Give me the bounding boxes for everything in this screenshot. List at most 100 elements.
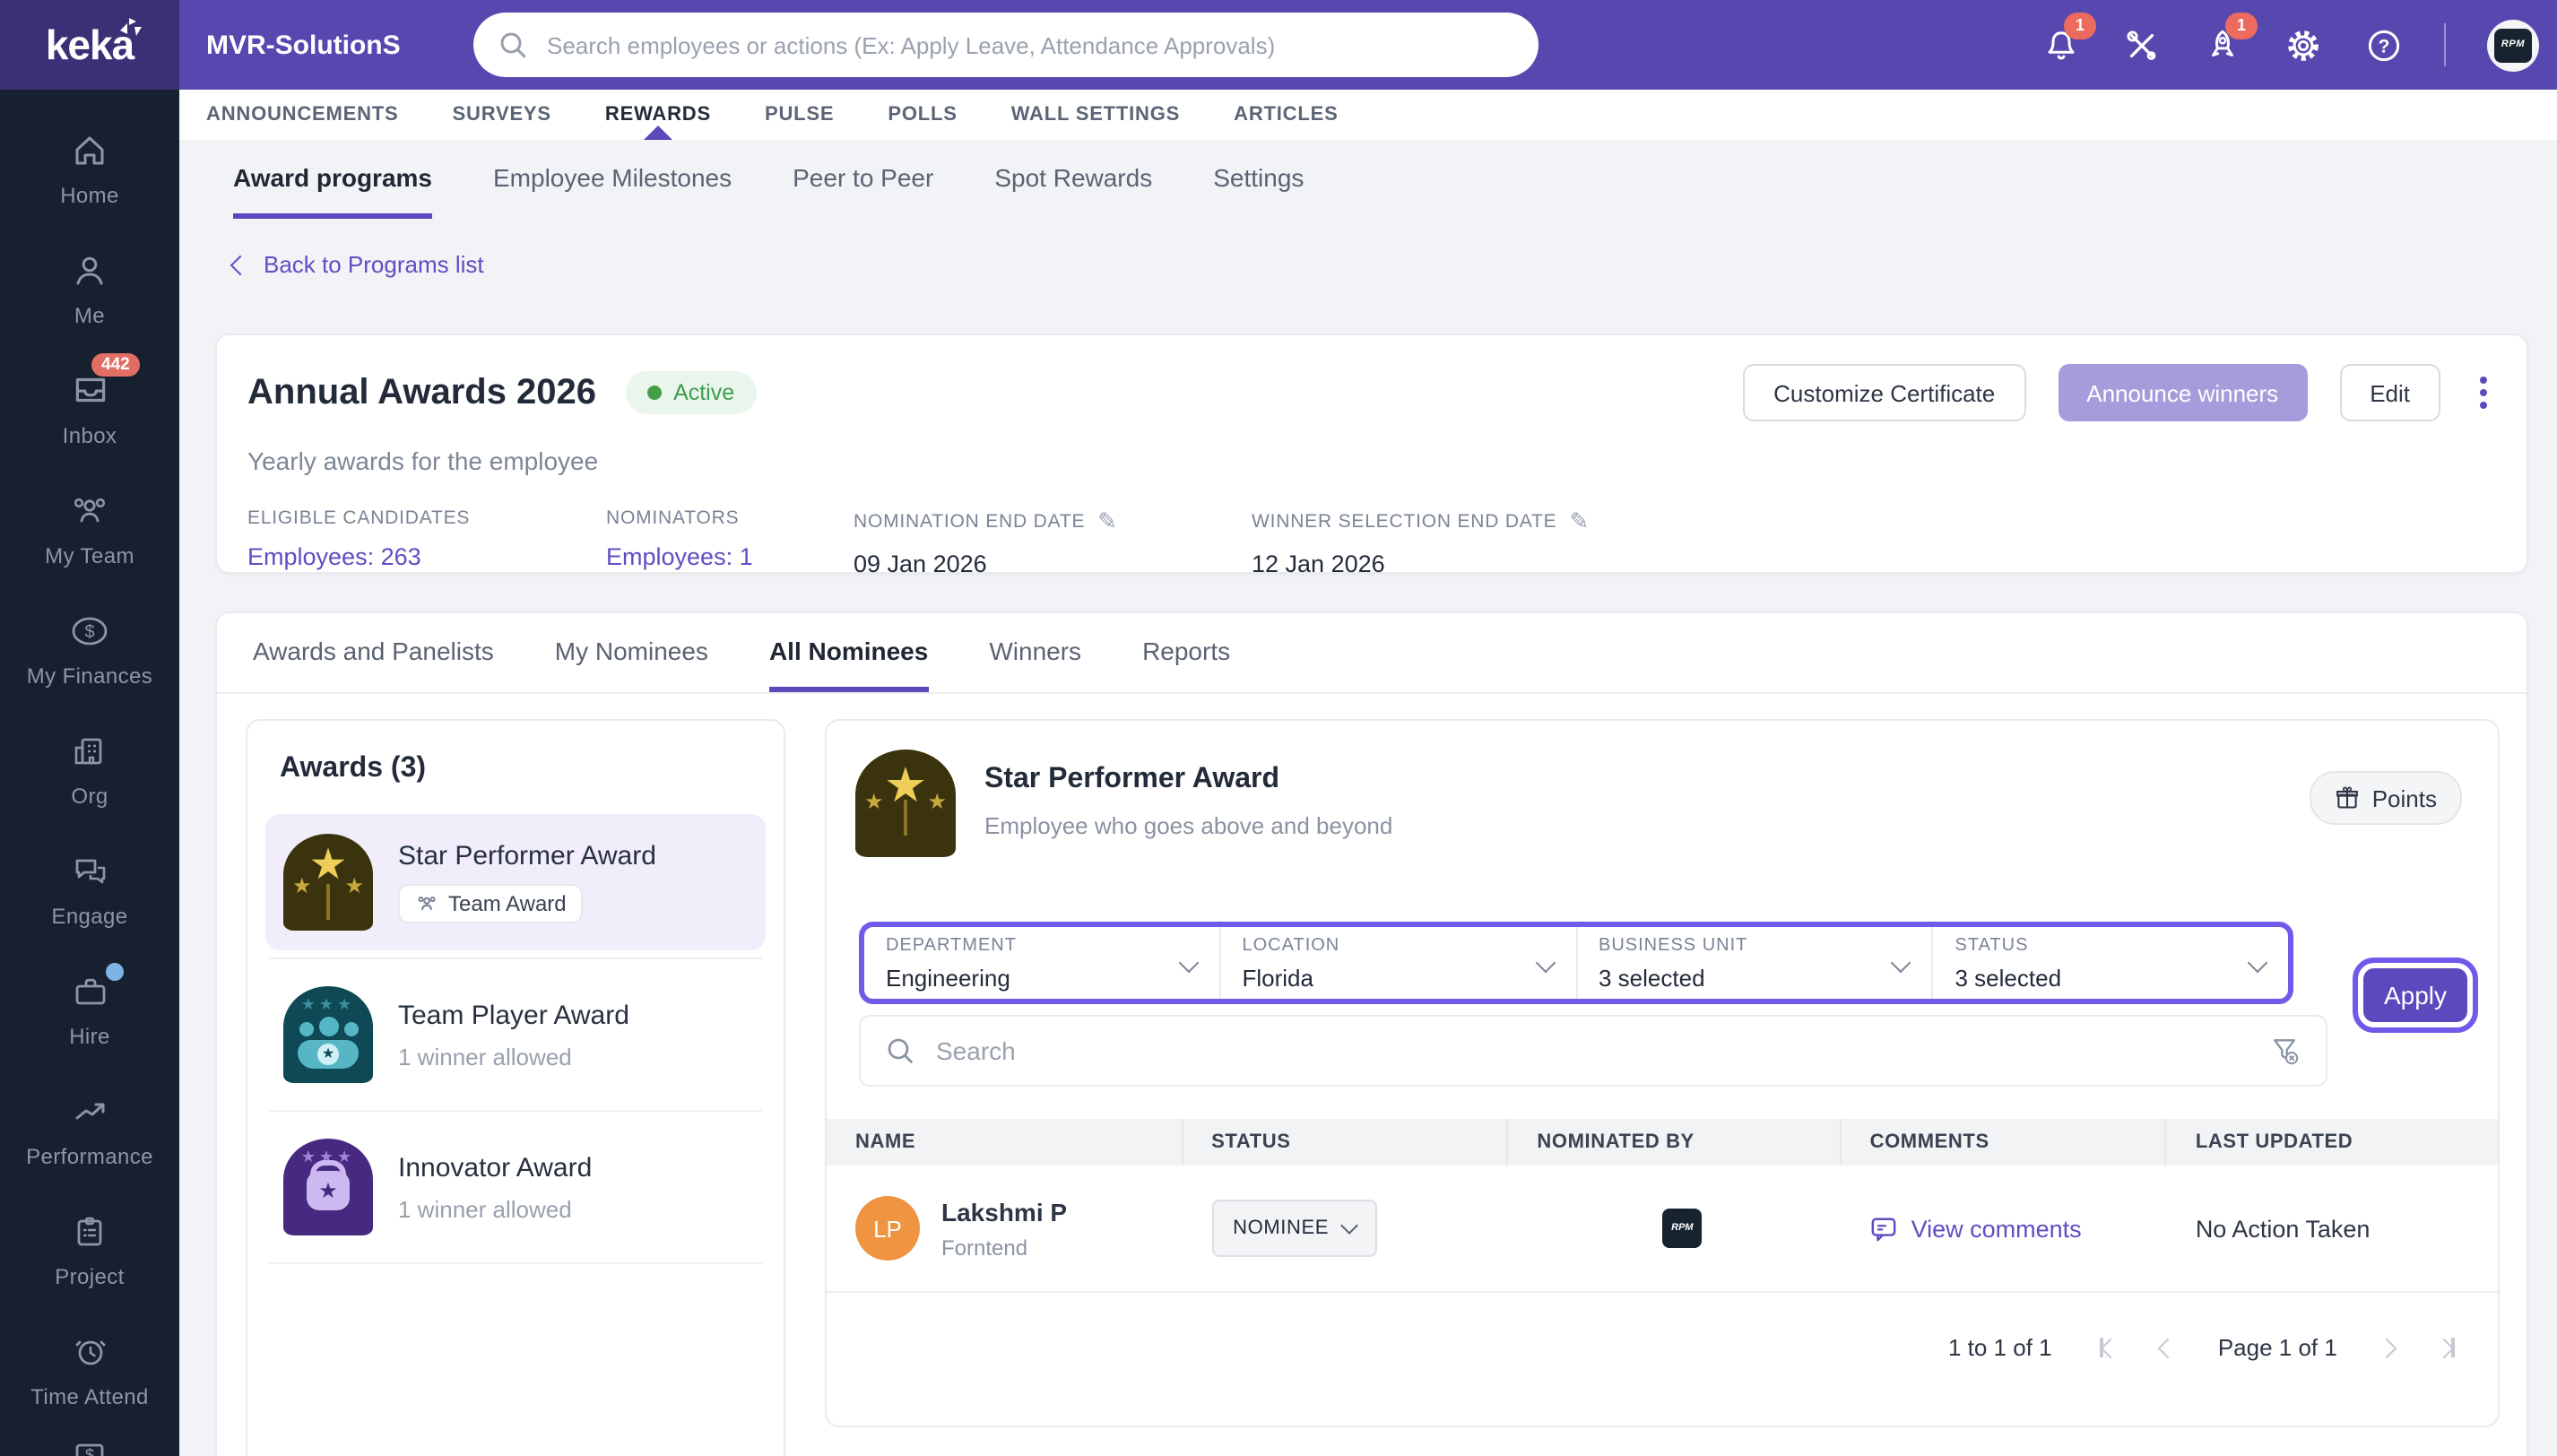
view-comments-link[interactable]: View comments [1870, 1215, 2082, 1242]
team-player-badge-icon: ★★★ ★ [283, 986, 373, 1083]
nav-announcements[interactable]: ANNOUNCEMENTS [206, 104, 399, 126]
tab-peer-to-peer[interactable]: Peer to Peer [793, 162, 934, 191]
eligible-candidates-label: ELIGIBLE CANDIDATES [247, 507, 471, 529]
help-icon: ? [2367, 29, 2399, 61]
global-search[interactable] [473, 13, 1539, 77]
last-page-button[interactable] [2434, 1337, 2456, 1358]
topbar-separator [2444, 23, 2446, 66]
award-list-item-innovator[interactable]: ★★★ ★ Innovator Award 1 winner allowed [265, 1119, 766, 1255]
gear-icon [2287, 30, 2318, 60]
tab-settings[interactable]: Settings [1213, 162, 1305, 191]
nav-pulse[interactable]: PULSE [764, 104, 835, 126]
user-avatar[interactable]: RPM [2487, 19, 2539, 71]
tab-award-programs[interactable]: Award programs [233, 140, 432, 219]
customize-certificate-button[interactable]: Customize Certificate [1743, 364, 2026, 421]
nomination-end-date-value: 09 Jan 2026 [854, 550, 987, 577]
status-dot [646, 386, 662, 400]
nomination-end-date-label: NOMINATION END DATE ✎ [854, 507, 1118, 534]
nominated-by-avatar[interactable]: RPM [1662, 1209, 1703, 1248]
sidebar-item-my-team[interactable]: My Team [0, 468, 179, 588]
nominee-name[interactable]: Lakshmi P [941, 1197, 1068, 1226]
awards-list-panel: Awards (3) ★ ★ ★ Star Performer Award Team… [246, 719, 785, 1456]
hire-icon [69, 960, 125, 1012]
tab-employee-milestones[interactable]: Employee Milestones [493, 162, 732, 191]
tab-spot-rewards[interactable]: Spot Rewards [994, 162, 1153, 191]
whats-new-badge: 1 [2225, 13, 2258, 39]
keka-spark-icon [120, 18, 142, 36]
sidebar-item-org[interactable]: Org [0, 708, 179, 828]
nav-wall-settings[interactable]: WALL SETTINGS [1010, 104, 1181, 126]
hire-notification-dot [103, 960, 125, 982]
nav-articles[interactable]: ARTICLES [1234, 104, 1339, 126]
col-header-last-updated: LAST UPDATED [2195, 1131, 2353, 1153]
sidebar-item-inbox[interactable]: 442 Inbox [0, 348, 179, 468]
nominee-status-dropdown[interactable]: NOMINEE [1211, 1200, 1378, 1257]
sidebar-item-performance[interactable]: Performance [0, 1069, 179, 1189]
performance-icon [69, 1089, 110, 1132]
first-page-button[interactable] [2100, 1337, 2121, 1358]
apply-filters-button[interactable]: Apply [2353, 958, 2478, 1033]
back-to-programs-link[interactable]: Back to Programs list [230, 251, 484, 278]
filter-location[interactable]: LOCATION Florida [1221, 927, 1577, 999]
chevron-down-icon [1340, 1217, 1358, 1235]
sidebar-item-project[interactable]: Project [0, 1189, 179, 1309]
nav-polls[interactable]: POLLS [888, 104, 958, 126]
sidebar-item-time-attend[interactable]: Time Attend [0, 1309, 179, 1429]
table-row: LP Lakshmi P Forntend NOMINEE [827, 1166, 2498, 1293]
rocket-icon [2211, 29, 2232, 56]
notifications-button[interactable]: 1 [2041, 13, 2096, 65]
nominee-search-input[interactable] [932, 1035, 2250, 1067]
col-header-name: NAME [827, 1119, 1183, 1166]
award-list-item-star-performer[interactable]: ★ ★ ★ Star Performer Award Team Award [265, 814, 766, 950]
help-button[interactable]: ? [2363, 25, 2403, 65]
eligible-candidates-value[interactable]: Employees: 263 [247, 543, 421, 570]
last-updated-value: No Action Taken [2195, 1215, 2371, 1242]
tab-reports[interactable]: Reports [1142, 636, 1231, 664]
filter-business-unit[interactable]: BUSINESS UNIT 3 selected [1577, 927, 1934, 999]
settings-button[interactable] [2283, 25, 2322, 65]
points-button[interactable]: Points [2309, 771, 2462, 825]
innovator-badge-icon: ★★★ ★ [283, 1139, 373, 1235]
nav-rewards[interactable]: REWARDS [605, 90, 711, 140]
clear-filter-icon[interactable] [2268, 1035, 2301, 1067]
bell-icon [2047, 30, 2074, 59]
nav-surveys[interactable]: SURVEYS [452, 104, 551, 126]
announce-winners-button[interactable]: Announce winners [2058, 364, 2308, 421]
keka-logo[interactable]: keka [0, 0, 179, 90]
whats-new-button[interactable]: 1 [2202, 13, 2258, 65]
edit-winner-selection-date-icon[interactable]: ✎ [1569, 507, 1591, 534]
sidebar-item-me[interactable]: Me [0, 228, 179, 348]
more-options-button[interactable] [2473, 369, 2494, 416]
sidebar-item-engage[interactable]: Engage [0, 828, 179, 949]
sidebar-item-my-finances[interactable]: $ My Finances [0, 588, 179, 708]
pagination: 1 to 1 of 1 Page 1 of 1 [1948, 1334, 2456, 1361]
feature-nav: ANNOUNCEMENTS SURVEYS REWARDS PULSE POLL… [179, 90, 2557, 140]
tab-all-nominees[interactable]: All Nominees [768, 613, 929, 692]
sidebar-item-payroll-partial[interactable]: $ [0, 1438, 179, 1456]
tab-winners[interactable]: Winners [989, 636, 1082, 664]
nominee-search[interactable] [859, 1015, 2327, 1087]
next-page-button[interactable] [2377, 1337, 2398, 1358]
sidebar-item-hire[interactable]: Hire [0, 949, 179, 1069]
previous-page-button[interactable] [2157, 1337, 2179, 1358]
nominators-value[interactable]: Employees: 1 [606, 543, 753, 570]
svg-text:$: $ [85, 1446, 94, 1456]
edit-button[interactable]: Edit [2339, 364, 2440, 421]
nominees-tabs: Awards and Panelists My Nominees All Nom… [217, 613, 2527, 694]
inbox-badge: 442 [91, 352, 141, 376]
sidebar-item-home[interactable]: Home [0, 108, 179, 228]
edit-nomination-date-icon[interactable]: ✎ [1097, 507, 1118, 534]
home-icon [70, 128, 109, 171]
nominees-card: Awards and Panelists My Nominees All Nom… [215, 611, 2528, 1456]
payroll-icon: $ [75, 1443, 104, 1456]
filter-department[interactable]: DEPARTMENT Engineering [864, 927, 1221, 999]
tools-button[interactable] [2121, 25, 2161, 65]
filter-status[interactable]: STATUS 3 selected [1934, 927, 2289, 999]
company-name: MVR-SolutionS [206, 30, 401, 60]
divider [269, 1110, 762, 1112]
tab-awards-and-panelists[interactable]: Awards and Panelists [253, 636, 494, 664]
global-search-input[interactable] [543, 30, 1513, 60]
award-list-item-team-player[interactable]: ★★★ ★ Team Player Award 1 winner allowed [265, 966, 766, 1103]
gift-icon [2336, 786, 2358, 809]
tab-my-nominees[interactable]: My Nominees [554, 636, 708, 664]
